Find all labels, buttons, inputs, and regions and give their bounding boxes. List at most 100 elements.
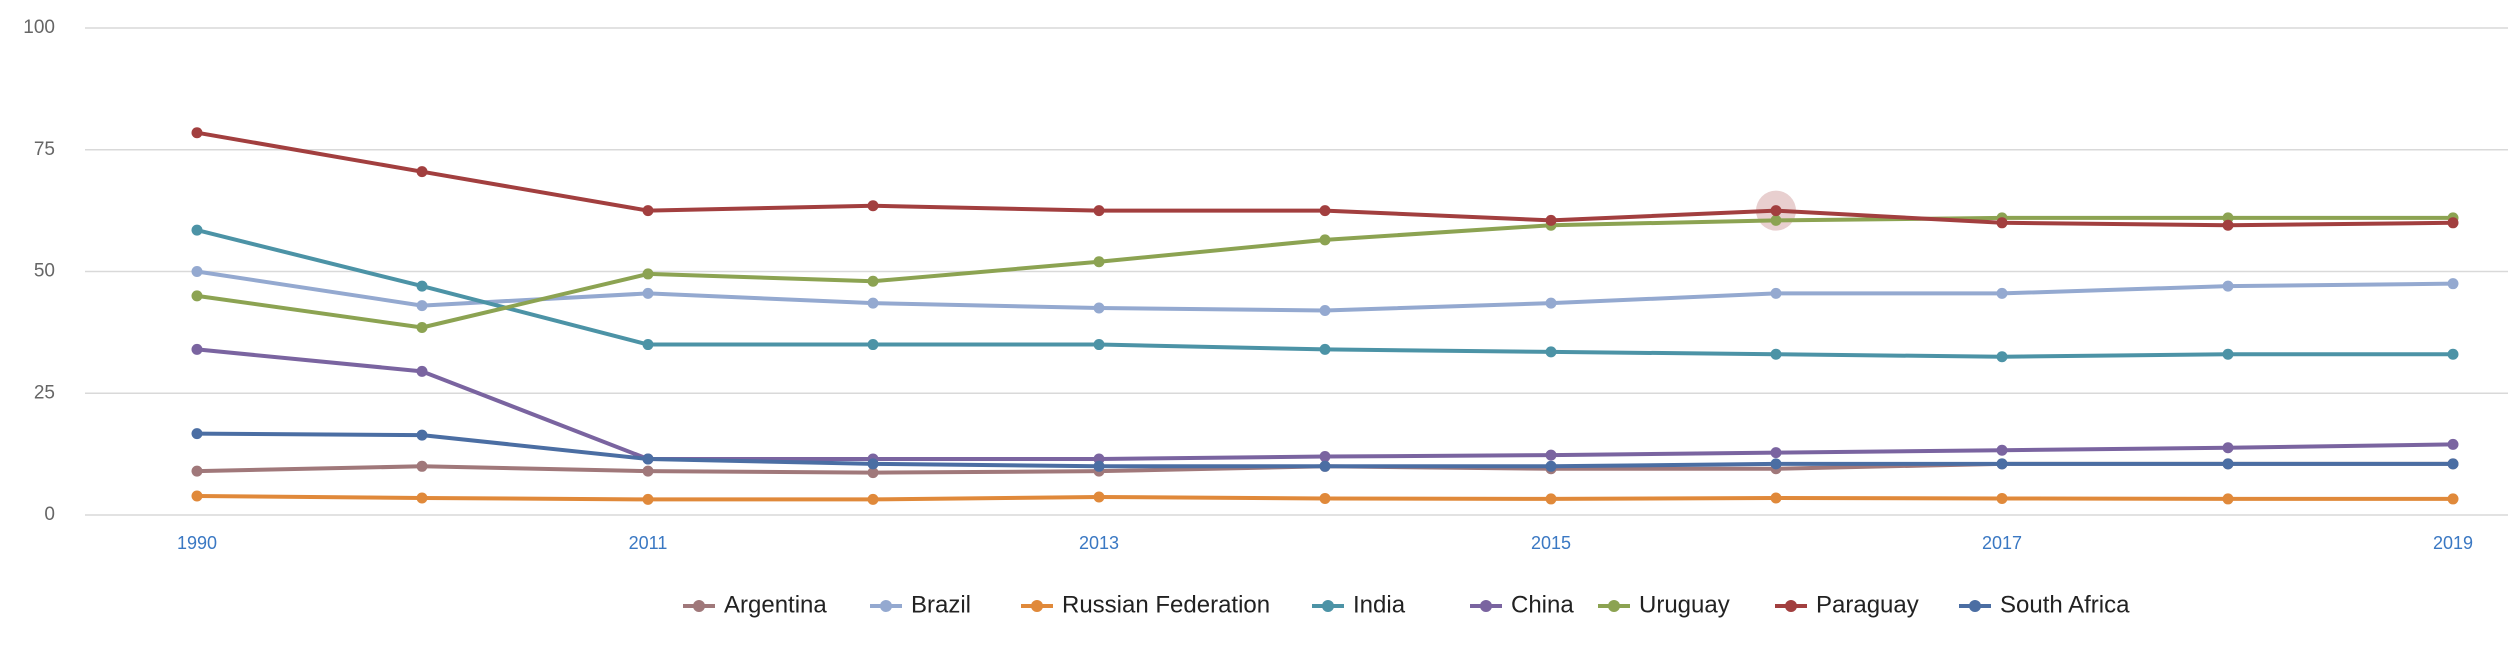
legend-marker: [1969, 600, 1981, 612]
data-point[interactable]: [2447, 438, 2459, 450]
data-point[interactable]: [191, 428, 203, 440]
data-point[interactable]: [191, 224, 203, 236]
series-brazil[interactable]: [191, 266, 2459, 316]
legend-marker: [1031, 600, 1043, 612]
data-point[interactable]: [1319, 451, 1331, 463]
legend-marker: [880, 600, 892, 612]
data-point[interactable]: [1770, 458, 1782, 470]
data-point[interactable]: [1545, 214, 1557, 226]
data-point[interactable]: [1996, 444, 2008, 456]
data-point[interactable]: [867, 493, 879, 505]
data-point[interactable]: [416, 365, 428, 377]
x-tick-label: 2011: [629, 533, 668, 553]
data-point[interactable]: [1545, 297, 1557, 309]
data-point[interactable]: [867, 339, 879, 351]
data-point[interactable]: [2222, 442, 2234, 454]
legend-item-argentina[interactable]: Argentina: [683, 591, 827, 618]
data-point[interactable]: [867, 200, 879, 212]
data-point[interactable]: [1093, 205, 1105, 217]
legend-item-brazil[interactable]: Brazil: [870, 591, 971, 618]
data-point[interactable]: [1093, 256, 1105, 268]
data-point[interactable]: [2222, 493, 2234, 505]
y-tick-label: 100: [23, 17, 55, 38]
data-point[interactable]: [2447, 493, 2459, 505]
data-point[interactable]: [2447, 458, 2459, 470]
data-point[interactable]: [642, 453, 654, 465]
data-point[interactable]: [1545, 346, 1557, 358]
data-point[interactable]: [1996, 492, 2008, 504]
data-point[interactable]: [1770, 205, 1782, 217]
data-point[interactable]: [642, 465, 654, 477]
data-point[interactable]: [2222, 348, 2234, 360]
legend-item-paraguay[interactable]: Paraguay: [1775, 591, 1919, 618]
data-point[interactable]: [191, 465, 203, 477]
data-point[interactable]: [1319, 205, 1331, 217]
data-point[interactable]: [2447, 278, 2459, 290]
data-point[interactable]: [642, 268, 654, 280]
data-point[interactable]: [1545, 493, 1557, 505]
x-tick-label: 2017: [1982, 533, 2022, 553]
series-line[interactable]: [195, 347, 2455, 461]
data-point[interactable]: [1770, 492, 1782, 504]
data-point[interactable]: [1770, 287, 1782, 299]
legend-item-india[interactable]: India: [1312, 591, 1406, 618]
data-point[interactable]: [1093, 339, 1105, 351]
data-point[interactable]: [1093, 491, 1105, 503]
data-point[interactable]: [1996, 217, 2008, 229]
data-point[interactable]: [1996, 287, 2008, 299]
data-point[interactable]: [191, 490, 203, 502]
data-point[interactable]: [1093, 460, 1105, 472]
legend[interactable]: Argentina Brazil Russian Federation India Ch…: [683, 591, 2130, 618]
series-china[interactable]: [191, 343, 2459, 465]
data-point[interactable]: [416, 429, 428, 441]
series-paraguay[interactable]: [191, 127, 2459, 231]
data-point[interactable]: [416, 300, 428, 312]
data-point[interactable]: [2222, 458, 2234, 470]
data-point[interactable]: [1770, 214, 1782, 226]
data-point[interactable]: [416, 322, 428, 334]
data-point[interactable]: [642, 493, 654, 505]
series-india[interactable]: [191, 224, 2459, 363]
series-line[interactable]: [195, 228, 2455, 359]
data-point[interactable]: [1319, 460, 1331, 472]
data-point[interactable]: [416, 280, 428, 292]
series-south-africa[interactable]: [191, 428, 2459, 472]
data-point[interactable]: [1319, 492, 1331, 504]
data-point[interactable]: [2222, 280, 2234, 292]
data-point[interactable]: [416, 460, 428, 472]
data-point[interactable]: [1319, 304, 1331, 316]
data-point[interactable]: [1319, 234, 1331, 246]
data-point[interactable]: [1996, 458, 2008, 470]
data-point[interactable]: [191, 266, 203, 277]
data-point[interactable]: [867, 275, 879, 287]
data-point[interactable]: [867, 467, 879, 479]
data-point[interactable]: [416, 166, 428, 178]
data-point[interactable]: [191, 127, 203, 139]
series-line[interactable]: [195, 269, 2455, 313]
legend-item-uruguay[interactable]: Uruguay: [1598, 591, 1730, 618]
data-point[interactable]: [642, 205, 654, 217]
data-point[interactable]: [1319, 343, 1331, 355]
data-point[interactable]: [867, 458, 879, 470]
data-point[interactable]: [1770, 447, 1782, 459]
data-point[interactable]: [1770, 348, 1782, 360]
legend-item-russian-federation[interactable]: Russian Federation: [1021, 591, 1270, 618]
data-point[interactable]: [642, 287, 654, 299]
data-point[interactable]: [1545, 460, 1557, 472]
data-point[interactable]: [2447, 348, 2459, 360]
series-russian-federation[interactable]: [191, 490, 2459, 505]
data-point[interactable]: [2222, 219, 2234, 231]
data-point[interactable]: [191, 290, 203, 302]
data-point[interactable]: [1093, 302, 1105, 314]
legend-item-china[interactable]: China: [1470, 591, 1574, 618]
data-point[interactable]: [1545, 449, 1557, 461]
data-point[interactable]: [191, 343, 203, 355]
legend-item-south-africa[interactable]: South Africa: [1959, 591, 2130, 618]
data-point[interactable]: [867, 297, 879, 309]
data-point[interactable]: [416, 492, 428, 504]
data-point[interactable]: [1996, 351, 2008, 363]
legend-label: South Africa: [2000, 591, 2130, 618]
data-point[interactable]: [642, 339, 654, 351]
data-point[interactable]: [2447, 217, 2459, 229]
